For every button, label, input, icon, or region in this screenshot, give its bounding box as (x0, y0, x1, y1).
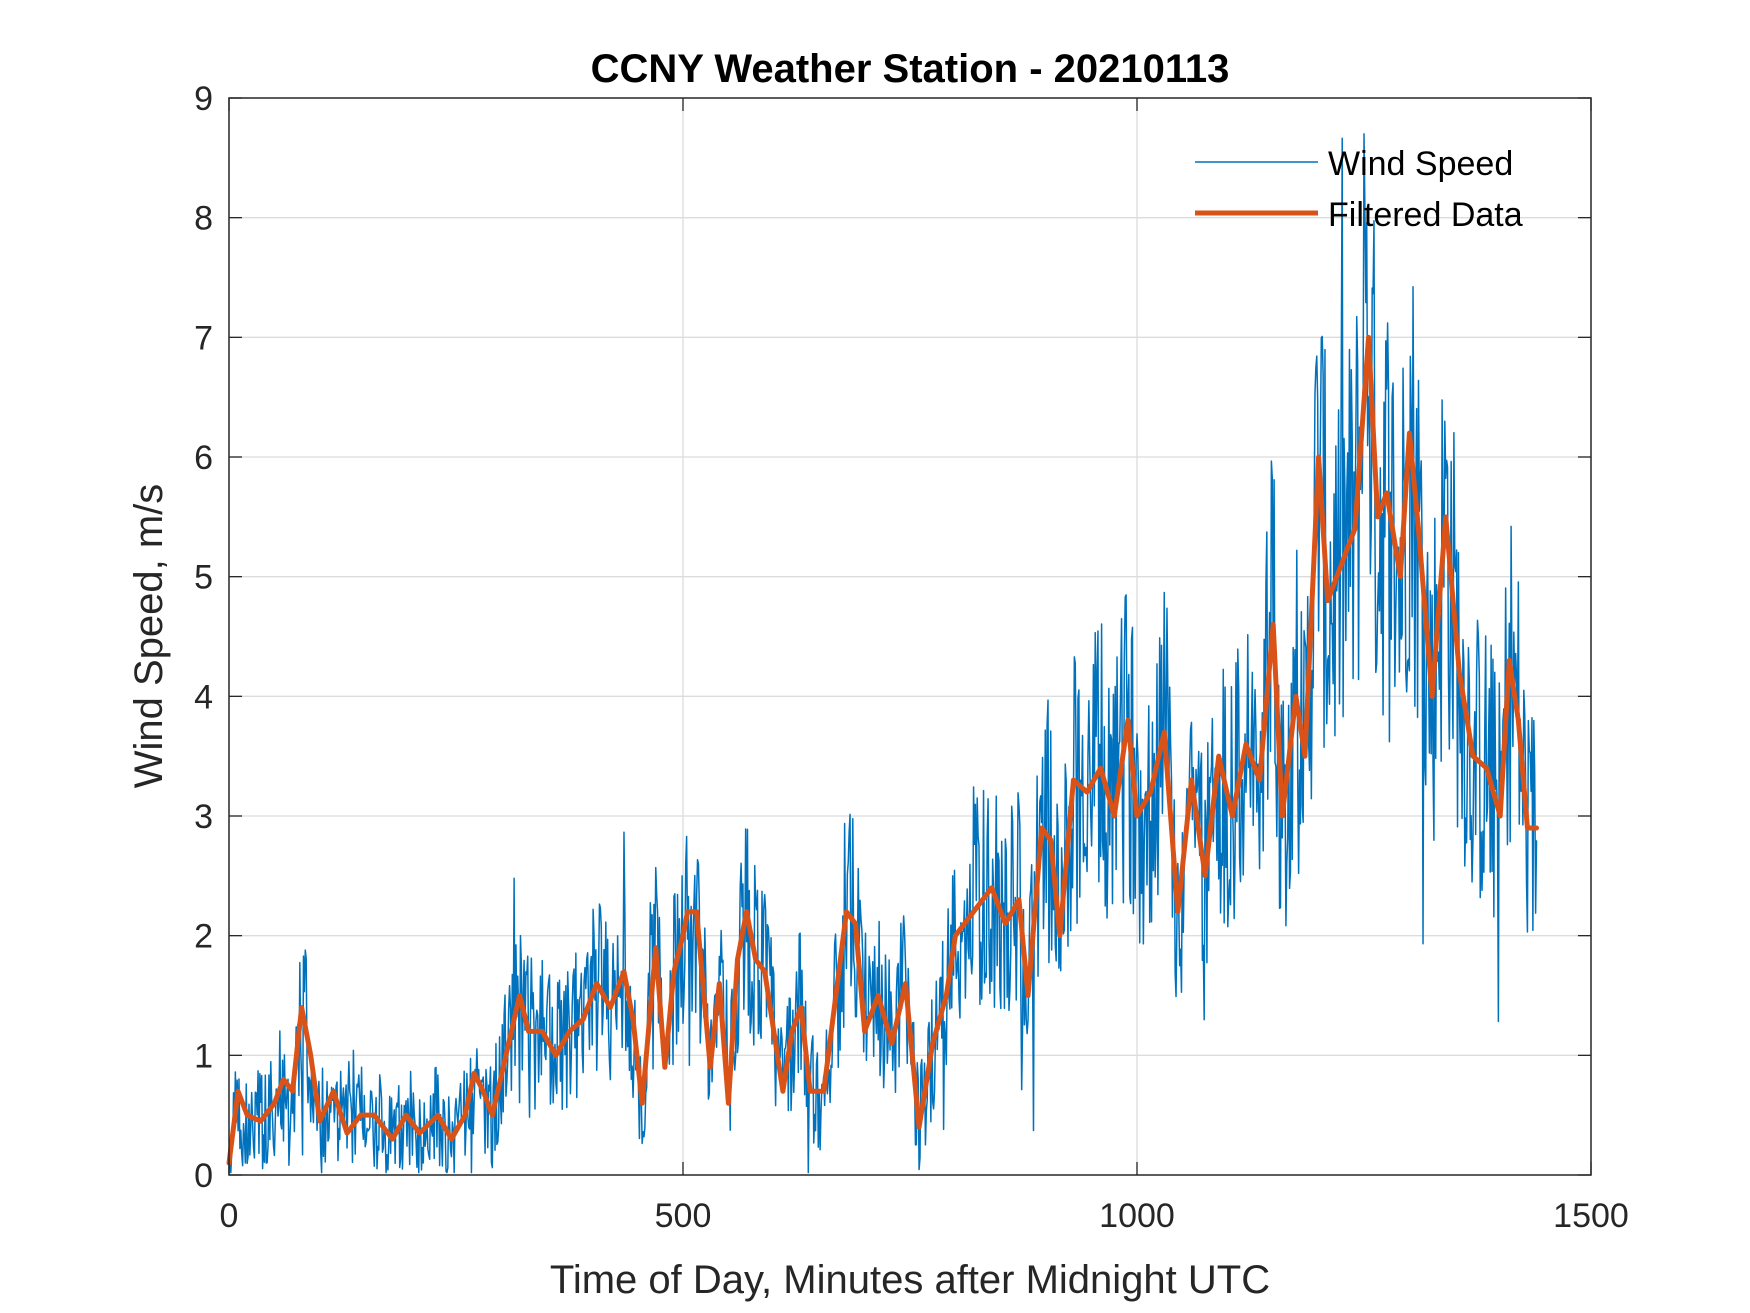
series-layer (226, 133, 1540, 1174)
legend: Wind Speed Filtered Data (1195, 145, 1523, 234)
tick-labels: 0 500 1000 1500 0 1 2 3 4 5 6 7 8 9 (194, 80, 1629, 1235)
y-tick-label: 4 (194, 678, 213, 716)
chart-title: CCNY Weather Station - 20210113 (591, 47, 1230, 91)
ticks (228, 97, 1592, 1176)
y-axis-label: Wind Speed, m/s (127, 484, 171, 789)
y-tick-label: 8 (194, 200, 213, 238)
plot-frame (228, 97, 1592, 1176)
x-tick-label: 1000 (1099, 1197, 1175, 1235)
x-tick-label: 1500 (1553, 1197, 1629, 1235)
y-tick-label: 3 (194, 798, 213, 836)
series-wind-speed-line (228, 133, 1538, 1174)
y-tick-label: 5 (194, 559, 213, 597)
y-tick-label: 1 (194, 1037, 213, 1075)
y-tick-label: 2 (194, 918, 213, 956)
x-axis-label: Time of Day, Minutes after Midnight UTC (550, 1258, 1270, 1302)
legend-label-filtered-data: Filtered Data (1328, 196, 1523, 234)
y-tick-label: 9 (194, 80, 213, 118)
legend-label-wind-speed: Wind Speed (1328, 145, 1513, 183)
y-tick-label: 0 (194, 1157, 213, 1195)
y-tick-label: 7 (194, 319, 213, 357)
series-filtered-data-line (226, 334, 1540, 1166)
x-tick-label: 500 (655, 1197, 712, 1235)
y-tick-label: 6 (194, 439, 213, 477)
x-tick-label: 0 (220, 1197, 239, 1235)
